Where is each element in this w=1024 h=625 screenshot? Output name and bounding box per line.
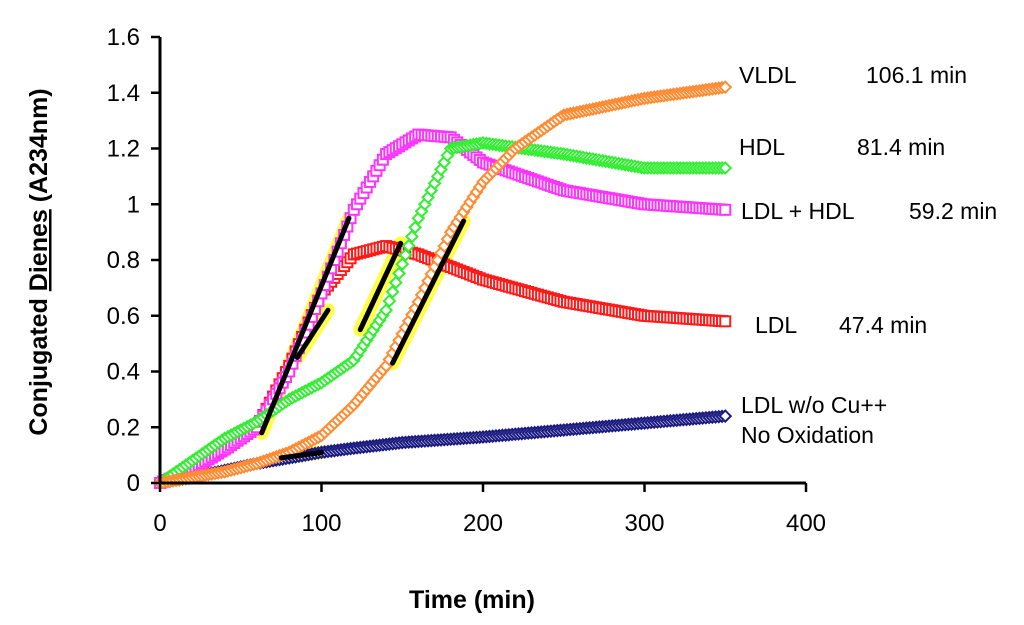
data-point <box>718 80 733 95</box>
series-label-vldl: VLDL <box>739 62 797 88</box>
y-axis-title-part: (A234nm) <box>25 88 53 209</box>
y-tick-label: 1 <box>127 191 140 218</box>
data-point <box>408 220 423 235</box>
y-axis-title-part: Conjugated <box>25 291 53 435</box>
tangent-line <box>390 218 467 366</box>
tangent-line <box>357 240 404 333</box>
series-label-ldl-hdl: LDL + HDL <box>741 198 855 224</box>
y-tick-label: 1.2 <box>107 136 140 163</box>
data-point <box>388 275 403 290</box>
data-point <box>405 229 419 244</box>
data-point <box>395 257 410 272</box>
data-point <box>718 409 733 424</box>
series-labels: VLDL 106.1 min HDL 81.4 min LDL + HDL 59… <box>739 62 997 448</box>
x-axis-title: Time (min) <box>409 586 535 614</box>
data-point <box>718 161 733 175</box>
axis-ticks <box>151 35 808 492</box>
data-point <box>401 238 416 253</box>
series-label-ldl: LDL <box>755 312 797 338</box>
series-label-no-oxidation: No Oxidation <box>741 422 874 448</box>
y-axis-title: Conjugated Dienes (A234nm) <box>25 88 53 435</box>
y-tick-label: 1.6 <box>107 24 140 51</box>
x-tick-label: 200 <box>463 510 503 537</box>
series-label-hdl: HDL <box>739 134 785 160</box>
data-point <box>719 315 732 328</box>
tangent-line <box>259 215 352 436</box>
data-point <box>385 284 400 299</box>
x-tick-label: 400 <box>786 510 826 537</box>
y-tick-label: 0.4 <box>107 359 140 386</box>
lag-time-ldl-hdl: 59.2 min <box>909 198 997 224</box>
data-point <box>379 303 394 318</box>
tangent-lines <box>259 215 467 461</box>
x-tick-label: 100 <box>301 510 341 537</box>
y-tick-labels: 0 0.2 0.4 0.6 0.8 1 1.2 1.4 1.6 <box>107 24 140 497</box>
y-axis-title-underlined: Dienes <box>25 209 53 291</box>
y-tick-label: 0.8 <box>107 247 140 274</box>
axes <box>151 35 808 492</box>
series-layer <box>153 80 733 490</box>
series-label-ldl-no-cu: LDL w/o Cu++ <box>741 392 887 418</box>
series-ldl-w-o-cu- <box>153 409 733 490</box>
lag-time-ldl: 47.4 min <box>839 312 927 338</box>
y-tick-label: 0 <box>127 470 140 497</box>
lag-time-hdl: 81.4 min <box>857 134 945 160</box>
y-tick-label: 1.4 <box>107 80 140 107</box>
tangent-line <box>278 449 324 461</box>
y-tick-label: 0.6 <box>107 303 140 330</box>
tangent-line <box>294 307 331 361</box>
y-tick-label: 0.2 <box>107 414 140 441</box>
series-ldl-hdl <box>154 128 732 489</box>
x-tick-label: 0 <box>153 510 166 537</box>
data-point <box>398 248 413 262</box>
x-tick-labels: 0 100 200 300 400 <box>153 510 826 537</box>
data-point <box>392 266 406 281</box>
data-point <box>719 203 732 216</box>
lag-time-vldl: 106.1 min <box>866 62 967 88</box>
x-tick-label: 300 <box>624 510 664 537</box>
data-point <box>382 294 397 308</box>
